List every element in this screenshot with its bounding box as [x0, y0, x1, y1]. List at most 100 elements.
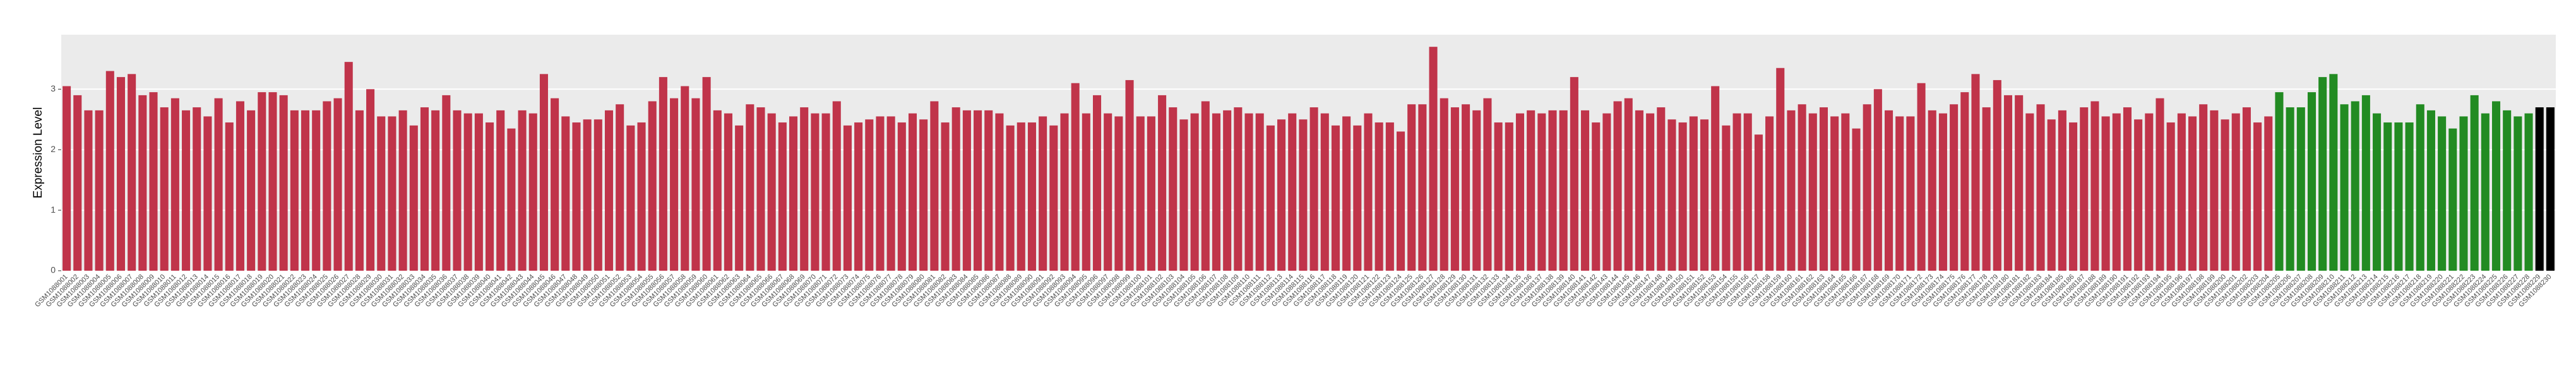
bar: [865, 119, 874, 271]
bar: [2373, 113, 2382, 271]
bar: [1646, 113, 1655, 271]
bar: [648, 101, 657, 271]
bar: [1483, 98, 1492, 271]
bar: [193, 107, 201, 271]
bar: [2438, 116, 2447, 271]
bar: [637, 122, 646, 271]
bar: [2448, 128, 2457, 271]
bar: [941, 122, 950, 271]
bar: [767, 113, 776, 271]
bar: [1060, 113, 1069, 271]
bar: [908, 113, 917, 271]
bar: [442, 95, 451, 271]
bar: [2036, 104, 2045, 271]
bar: [268, 92, 277, 271]
bar: [1462, 104, 1470, 271]
bar: [1266, 125, 1275, 271]
bar: [1082, 113, 1090, 271]
bar: [1852, 128, 1861, 271]
bar: [170, 98, 179, 271]
bar: [1494, 122, 1503, 271]
bar: [539, 74, 548, 271]
bar: [1353, 125, 1362, 271]
bar: [995, 113, 1004, 271]
bar: [1570, 77, 1578, 271]
bar: [1125, 80, 1134, 271]
bar: [1049, 125, 1058, 271]
bar: [236, 101, 244, 271]
bar: [1429, 47, 1438, 271]
bar: [735, 125, 744, 271]
bar: [1017, 122, 1025, 271]
bar: [1234, 107, 1243, 271]
bar: [2383, 122, 2392, 271]
bar: [1396, 131, 1405, 271]
y-tick-label: 0: [51, 265, 56, 275]
bar: [789, 116, 798, 271]
bar: [2210, 110, 2219, 271]
bar: [398, 110, 407, 271]
bar: [1830, 116, 1839, 271]
bar: [1092, 95, 1102, 271]
bar: [1027, 122, 1036, 271]
bar: [2188, 116, 2197, 271]
bar: [1548, 110, 1557, 271]
bar: [377, 116, 386, 271]
bar: [344, 62, 353, 271]
bar: [2047, 119, 2056, 271]
bar: [2329, 74, 2338, 271]
bar: [1450, 107, 1459, 271]
bar: [1960, 92, 1969, 271]
bar: [1928, 110, 1936, 271]
bar: [1201, 101, 1210, 271]
bar: [2470, 95, 2479, 271]
bar: [1592, 122, 1601, 271]
bar: [1950, 104, 1959, 271]
bar: [1863, 104, 1871, 271]
bar: [2090, 101, 2099, 271]
bar: [951, 107, 960, 271]
bar: [821, 113, 830, 271]
bar: [247, 110, 256, 271]
bar: [876, 116, 885, 271]
bar: [2003, 95, 2013, 271]
bar: [2286, 107, 2294, 271]
bar: [149, 92, 158, 271]
bar: [551, 98, 559, 271]
bar: [2361, 95, 2370, 271]
bar: [670, 98, 679, 271]
bar: [1700, 119, 1709, 271]
bar: [1711, 86, 1720, 271]
bar: [2123, 107, 2132, 271]
bar: [2503, 110, 2512, 271]
bar: [474, 113, 483, 271]
bar: [984, 110, 993, 271]
bar: [1244, 113, 1253, 271]
bar: [2112, 113, 2121, 271]
bar: [2242, 107, 2251, 271]
bar: [2275, 92, 2284, 271]
bar: [583, 119, 592, 271]
bar: [2394, 122, 2403, 271]
bar: [1364, 113, 1373, 271]
bar: [897, 122, 906, 271]
bar: [919, 119, 928, 271]
bar: [1440, 98, 1448, 271]
bar: [1418, 104, 1427, 271]
bar: [2101, 116, 2110, 271]
bar: [2307, 92, 2317, 271]
bar: [518, 110, 527, 271]
bar: [1613, 101, 1622, 271]
bar: [463, 113, 472, 271]
bar: [713, 110, 722, 271]
bar: [974, 110, 982, 271]
bar: [1114, 116, 1123, 271]
bar: [1472, 110, 1481, 271]
bar: [2340, 104, 2349, 271]
bar: [1689, 116, 1698, 271]
bar: [95, 110, 104, 271]
bar: [258, 92, 266, 271]
bar: [496, 110, 505, 271]
bar: [659, 77, 667, 271]
bar: [1104, 113, 1112, 271]
